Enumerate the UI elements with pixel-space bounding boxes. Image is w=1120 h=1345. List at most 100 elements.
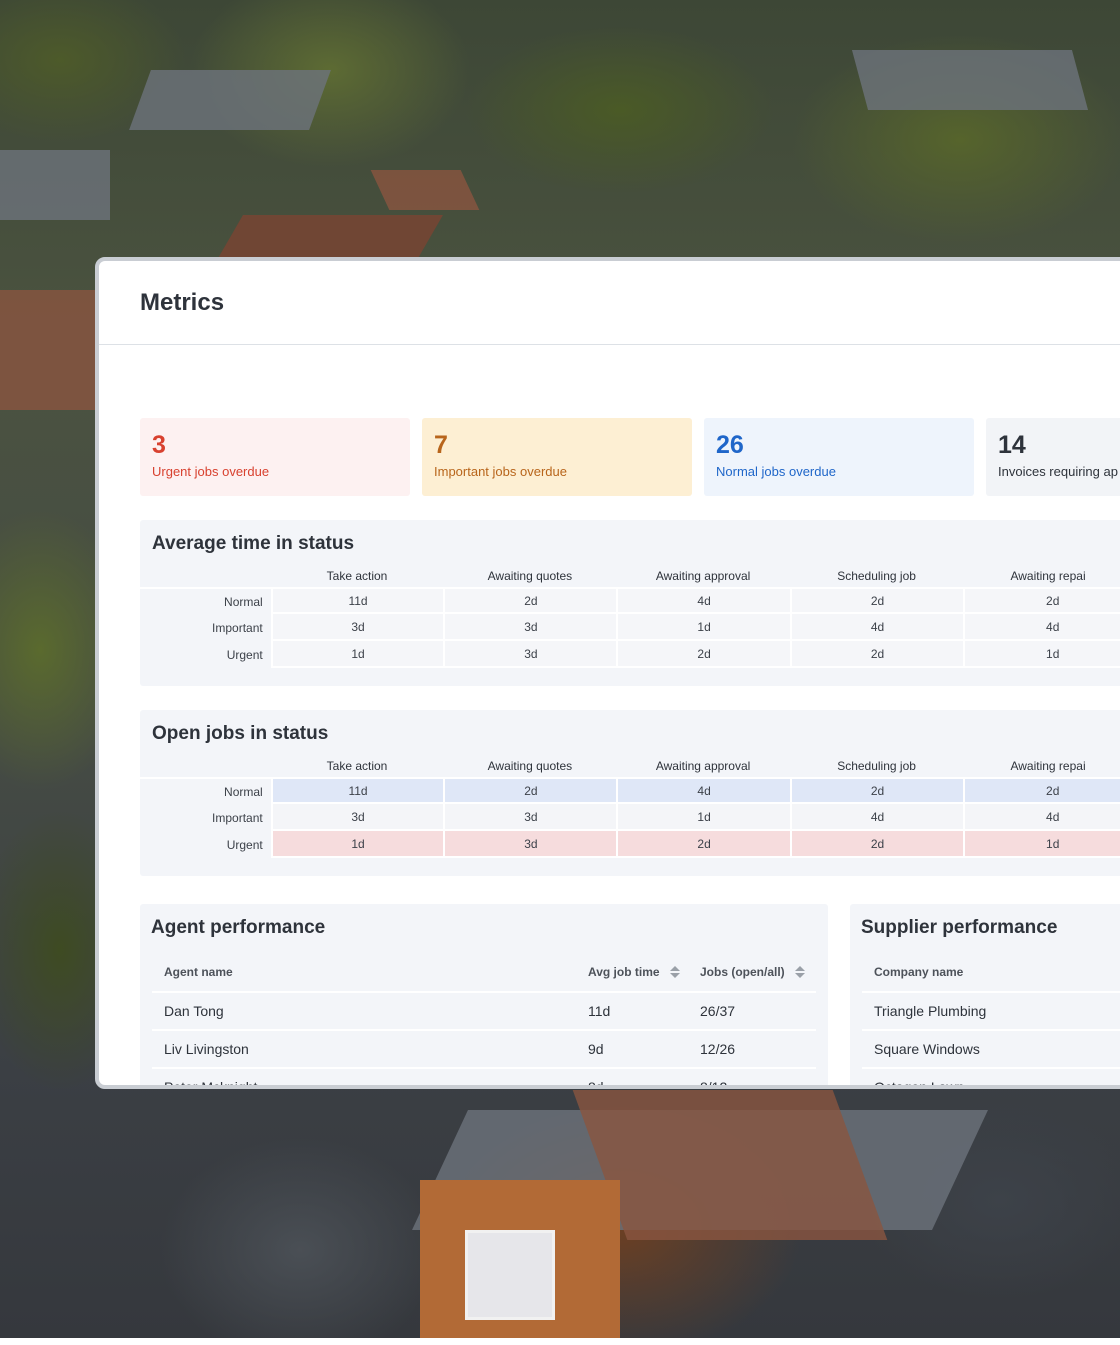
stat-important-overdue[interactable]: 7 Important jobs overdue (422, 418, 692, 496)
header-label: Avg job time (588, 965, 660, 979)
table-cell: 4d (963, 614, 1120, 641)
table-cell: 2d (789, 831, 964, 858)
stat-value: 7 (434, 431, 448, 459)
stat-label: Normal jobs overdue (716, 464, 836, 479)
table-cell: 4d (789, 804, 964, 831)
table-row[interactable]: Octagon Lawn (862, 1069, 1120, 1089)
stat-value: 14 (998, 431, 1026, 459)
table-cell: 1d (963, 831, 1120, 858)
table-cell: 3d (270, 614, 444, 641)
open-jobs-title: Open jobs in status (152, 723, 329, 744)
table-row: Normal 11d 2d 4d 2d 2d (140, 777, 1120, 804)
stat-invoices[interactable]: 14 Invoices requiring ap (986, 418, 1120, 496)
open-jobs-table: Take action Awaiting quotes Awaiting app… (140, 755, 1120, 858)
corner-cell (140, 755, 271, 777)
corner-cell (140, 565, 271, 587)
table-cell: 2d (789, 587, 964, 614)
table-row[interactable]: Liv Livingston 9d 12/26 (152, 1031, 816, 1069)
company-name: Square Windows (874, 1041, 980, 1057)
table-cell: 2d (616, 641, 790, 668)
table-header-row: Company name (862, 953, 1120, 993)
table-cell: 11d (270, 587, 444, 614)
table-row: Urgent 1d 3d 2d 2d 1d (140, 641, 1120, 668)
sort-icon[interactable] (794, 966, 805, 978)
avg-time-table: Take action Awaiting quotes Awaiting app… (140, 565, 1120, 668)
avg-job-time: 8d (588, 1079, 604, 1089)
avg-job-time: 11d (588, 1003, 611, 1019)
row-label: Normal (140, 777, 271, 804)
row-label: Urgent (226, 647, 263, 662)
table-row[interactable]: Triangle Plumbing (862, 993, 1120, 1031)
stat-urgent-overdue[interactable]: 3 Urgent jobs overdue (140, 418, 410, 496)
row-label: Important (212, 620, 263, 635)
column-header: Take action (326, 759, 388, 773)
table-cell: 2d (963, 777, 1120, 804)
column-header: Awaiting repai (1010, 759, 1086, 773)
sort-icon[interactable] (669, 966, 680, 978)
column-header: Take action (326, 569, 388, 583)
table-cell: 4d (616, 587, 790, 614)
table-row: Normal 11d 2d 4d 2d 2d (140, 587, 1120, 614)
table-cell: 2d (443, 587, 617, 614)
table-row[interactable]: Dan Tong 11d 26/37 (152, 993, 816, 1031)
jobs-open-all: 26/37 (700, 1003, 736, 1019)
table-row: Urgent 1d 3d 2d 2d 1d (140, 831, 1120, 858)
table-cell: 2d (963, 587, 1120, 614)
table-row: Important 3d 3d 1d 4d 4d (140, 614, 1120, 641)
column-header: Scheduling job (837, 759, 916, 773)
column-header: Awaiting approval (655, 569, 751, 583)
table-cell: 1d (963, 641, 1120, 668)
company-name: Triangle Plumbing (874, 1003, 987, 1019)
table-cell: 3d (443, 804, 617, 831)
table-cell: 3d (443, 641, 617, 668)
avg-job-time: 9d (588, 1041, 604, 1057)
stat-normal-overdue[interactable]: 26 Normal jobs overdue (704, 418, 974, 496)
stat-value: 26 (716, 431, 744, 459)
column-header: Awaiting quotes (487, 569, 573, 583)
table-cell: 2d (789, 641, 964, 668)
company-name-header: Company name (874, 965, 964, 979)
card-header: Metrics (99, 261, 1120, 345)
supplier-performance-panel: Supplier performance Company name Triang… (850, 904, 1120, 1089)
metrics-card: Metrics 3 Urgent jobs overdue 7 Importan… (95, 257, 1120, 1089)
table-cell: 1d (270, 641, 444, 668)
table-cell: 4d (789, 614, 964, 641)
table-cell: 1d (270, 831, 444, 858)
agent-name: Liv Livingston (164, 1041, 249, 1057)
avg-time-title: Average time in status (152, 533, 355, 554)
jobs-open-all: 12/26 (700, 1041, 736, 1057)
header-label: Jobs (open/all) (700, 965, 785, 979)
table-cell: 1d (616, 804, 790, 831)
agent-performance-table: Agent name Avg job time Jobs (open/all) … (152, 953, 816, 1089)
company-name: Octagon Lawn (874, 1079, 965, 1089)
jobs-open-all-header[interactable]: Jobs (open/all) (700, 965, 816, 979)
open-jobs-panel: Open jobs in status Take action Awaiting… (140, 710, 1120, 876)
supplier-performance-table: Company name Triangle Plumbing Square Wi… (862, 953, 1120, 1089)
row-label: Important (212, 810, 263, 825)
agent-name: Dan Tong (164, 1003, 224, 1019)
page-title: Metrics (140, 288, 225, 316)
table-cell: 3d (443, 831, 617, 858)
table-cell: 3d (270, 804, 444, 831)
avg-time-panel: Average time in status Take action Await… (140, 520, 1120, 686)
table-cell: 2d (616, 831, 790, 858)
stat-label: Invoices requiring ap (998, 464, 1118, 479)
table-cell: 3d (443, 614, 617, 641)
column-header: Awaiting approval (655, 759, 751, 773)
stat-tiles: 3 Urgent jobs overdue 7 Important jobs o… (140, 418, 1120, 496)
avg-job-time-header[interactable]: Avg job time (588, 965, 700, 979)
agent-performance-title: Agent performance (151, 917, 326, 938)
agent-name: Peter Mcknight (164, 1079, 258, 1089)
table-cell: 2d (443, 777, 617, 804)
table-row[interactable]: Square Windows (862, 1031, 1120, 1069)
table-row: Important 3d 3d 1d 4d 4d (140, 804, 1120, 831)
table-header-row: Agent name Avg job time Jobs (open/all) (152, 953, 816, 993)
table-cell: 4d (616, 777, 790, 804)
column-header: Scheduling job (837, 569, 916, 583)
table-cell: 2d (789, 777, 964, 804)
table-row[interactable]: Peter Mcknight 8d 8/12 (152, 1069, 816, 1089)
agent-name-header: Agent name (164, 965, 233, 979)
stat-label: Important jobs overdue (434, 464, 567, 479)
row-label: Urgent (226, 837, 263, 852)
jobs-open-all: 8/12 (700, 1079, 728, 1089)
